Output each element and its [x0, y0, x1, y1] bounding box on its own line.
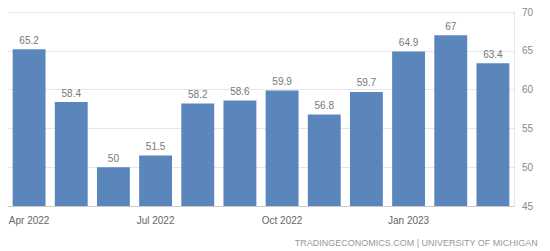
- svg-text:63.4: 63.4: [483, 49, 503, 60]
- svg-text:55: 55: [522, 123, 534, 134]
- svg-text:58.4: 58.4: [62, 88, 82, 99]
- svg-text:59.9: 59.9: [272, 76, 292, 87]
- svg-text:60: 60: [522, 84, 534, 95]
- svg-text:58.2: 58.2: [188, 89, 208, 100]
- svg-text:56.8: 56.8: [315, 100, 335, 111]
- svg-text:50: 50: [522, 162, 534, 173]
- svg-text:TRADINGECONOMICS.COM | UNIVERS: TRADINGECONOMICS.COM | UNIVERSITY OF MIC…: [295, 238, 538, 248]
- svg-text:51.5: 51.5: [146, 141, 166, 152]
- svg-text:70: 70: [522, 7, 534, 18]
- svg-text:65: 65: [522, 45, 534, 56]
- svg-text:65.2: 65.2: [19, 35, 39, 46]
- svg-text:Jan 2023: Jan 2023: [388, 215, 430, 226]
- svg-text:50: 50: [108, 153, 120, 164]
- svg-text:Oct 2022: Oct 2022: [262, 215, 303, 226]
- svg-text:Jul 2022: Jul 2022: [137, 215, 175, 226]
- svg-text:64.9: 64.9: [399, 37, 419, 48]
- svg-text:67: 67: [445, 21, 457, 32]
- svg-text:58.6: 58.6: [230, 86, 250, 97]
- svg-text:59.7: 59.7: [357, 77, 377, 88]
- svg-text:45: 45: [522, 201, 534, 212]
- svg-text:Apr 2022: Apr 2022: [9, 215, 50, 226]
